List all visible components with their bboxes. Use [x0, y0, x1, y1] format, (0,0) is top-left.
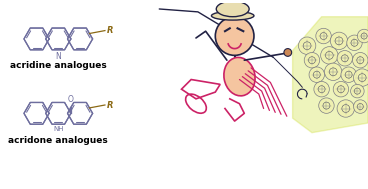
- Circle shape: [304, 53, 320, 68]
- Circle shape: [314, 81, 329, 97]
- Circle shape: [354, 100, 367, 113]
- Circle shape: [284, 49, 292, 56]
- Circle shape: [333, 81, 348, 97]
- Ellipse shape: [216, 1, 249, 17]
- Circle shape: [353, 53, 368, 68]
- Text: acridine analogues: acridine analogues: [10, 61, 107, 70]
- Circle shape: [316, 28, 331, 44]
- Circle shape: [354, 69, 368, 86]
- Circle shape: [351, 84, 364, 98]
- Circle shape: [330, 32, 348, 50]
- Text: N: N: [56, 52, 61, 61]
- Circle shape: [215, 17, 254, 55]
- Circle shape: [347, 35, 362, 50]
- Text: NH: NH: [53, 126, 64, 132]
- Text: R: R: [107, 26, 113, 35]
- Text: O: O: [68, 95, 74, 104]
- Polygon shape: [293, 17, 368, 133]
- Text: R: R: [107, 101, 113, 109]
- Circle shape: [341, 67, 356, 82]
- Circle shape: [337, 50, 353, 66]
- Ellipse shape: [212, 11, 254, 20]
- Circle shape: [298, 37, 316, 54]
- Ellipse shape: [224, 57, 255, 96]
- Circle shape: [319, 98, 334, 113]
- Circle shape: [309, 67, 325, 82]
- Circle shape: [357, 29, 368, 43]
- Circle shape: [325, 63, 342, 81]
- Circle shape: [337, 100, 354, 117]
- Text: acridone analogues: acridone analogues: [8, 136, 108, 145]
- Circle shape: [321, 47, 338, 64]
